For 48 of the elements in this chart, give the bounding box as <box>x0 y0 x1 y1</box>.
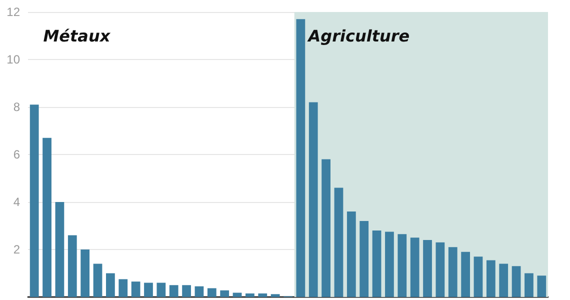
annotation: Agriculture <box>306 26 410 46</box>
bar <box>80 250 90 297</box>
bar <box>346 212 356 297</box>
bar <box>207 288 216 297</box>
bar <box>30 104 39 297</box>
bar <box>156 282 166 297</box>
bar <box>296 19 306 297</box>
bar <box>499 264 508 297</box>
bar <box>410 238 420 297</box>
bar <box>232 292 242 297</box>
bar <box>55 202 64 297</box>
bar <box>270 294 280 297</box>
bar <box>258 293 268 297</box>
bar <box>436 242 445 297</box>
bar <box>68 235 77 297</box>
y-tick-label: 10 <box>6 52 20 66</box>
bar <box>334 188 344 297</box>
bar <box>93 264 102 297</box>
bar <box>474 256 483 297</box>
bar <box>360 221 369 297</box>
bar <box>246 293 254 297</box>
y-tick-label: 2 <box>13 242 20 256</box>
y-tick-label: 6 <box>13 148 20 162</box>
bar <box>308 102 318 297</box>
bar <box>524 273 534 297</box>
bar <box>194 286 204 297</box>
bar <box>220 290 230 297</box>
bar <box>385 232 394 297</box>
bar <box>461 252 470 297</box>
annotation: Métaux <box>43 26 111 46</box>
y-tick-label: 4 <box>13 195 20 209</box>
bar <box>42 138 52 297</box>
bar <box>182 285 191 297</box>
bar <box>448 247 458 297</box>
bar <box>398 234 407 297</box>
bar <box>423 240 432 297</box>
bar <box>486 260 496 297</box>
bar <box>144 282 153 297</box>
bar <box>169 285 178 297</box>
y-tick-label: 8 <box>13 100 20 114</box>
bar <box>106 273 115 297</box>
bar <box>512 266 521 297</box>
bar <box>537 276 546 297</box>
bar <box>322 159 330 297</box>
y-tick-label: 12 <box>6 5 20 19</box>
bar <box>118 279 128 297</box>
bar <box>131 282 140 297</box>
bar <box>372 230 382 297</box>
